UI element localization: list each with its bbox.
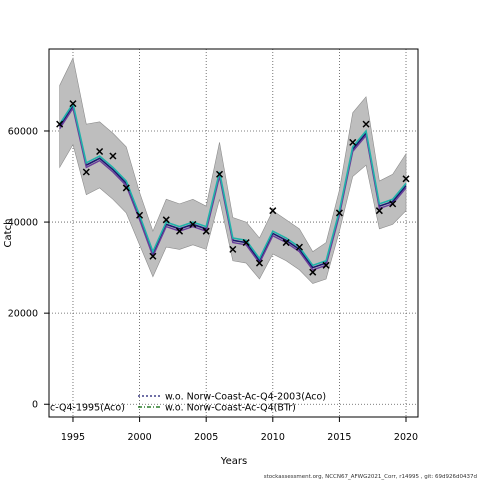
legend-label-btr: w.o. Norw-Coast-Ac-Q4(BTr): [165, 403, 296, 414]
y-tick-label: 20000: [8, 309, 38, 320]
legend: w.o. Norw-Coast-Ac-Q4-2003(Aco) w.o. Nor…: [50, 392, 326, 414]
observation-marker: [149, 252, 157, 260]
x-tick-label: 2005: [194, 432, 218, 443]
axes: 1995 2000 2005 2010 2015 2020 0 20000 40000 60000: [8, 48, 419, 443]
legend-label-aco-2003: w.o. Norw-Coast-Ac-Q4-2003(Aco): [165, 392, 326, 403]
observation-marker: [295, 243, 303, 251]
observation-marker: [122, 184, 130, 192]
y-tick-label: 60000: [8, 126, 38, 137]
observation-marker: [202, 227, 210, 235]
observation-marker: [189, 220, 197, 228]
plot-area: [49, 49, 418, 417]
x-tick-label: 2000: [127, 432, 151, 443]
x-tick-label: 1995: [61, 432, 85, 443]
observation-marker: [375, 207, 383, 215]
observation-marker: [255, 259, 264, 267]
observation-marker: [335, 209, 343, 217]
observation-marker: [56, 120, 64, 128]
observation-marker: [349, 138, 357, 146]
observation-marker: [176, 227, 184, 235]
x-tick-label: 2015: [327, 432, 351, 443]
observation-marker: [136, 211, 144, 219]
observation-marker: [322, 261, 330, 269]
y-tick-label: 40000: [8, 218, 38, 229]
x-tick-label: 2020: [394, 432, 418, 443]
observation-marker: [402, 175, 410, 183]
legend-label-partial: c-Q4-1995(Aco): [50, 403, 125, 414]
observation-marker: [82, 168, 90, 176]
observation-marker: [96, 147, 104, 156]
y-axis-title: Catch: [3, 219, 14, 248]
observation-marker: [362, 120, 370, 128]
observation-marker: [162, 216, 170, 224]
x-axis-title: Years: [220, 456, 247, 467]
observation-marker: [269, 207, 277, 215]
observation-marker: [229, 245, 237, 253]
observation-marker: [282, 239, 290, 247]
y-tick-label: 0: [32, 400, 38, 411]
observation-marker: [242, 239, 250, 247]
observation-marker: [389, 200, 397, 208]
observation-marker: [109, 152, 117, 160]
observation-marker: [215, 170, 224, 178]
plot-frame: [48, 48, 419, 418]
x-tick-label: 2010: [261, 432, 285, 443]
series-line: [59, 106, 407, 271]
series-line: [58, 101, 407, 267]
confidence-band: [59, 57, 407, 284]
footer-credit: stockassessment.org, NCCN67_AFWG2021_Cor…: [264, 474, 477, 480]
observation-marker: [309, 268, 317, 276]
observation-marker: [69, 100, 77, 108]
